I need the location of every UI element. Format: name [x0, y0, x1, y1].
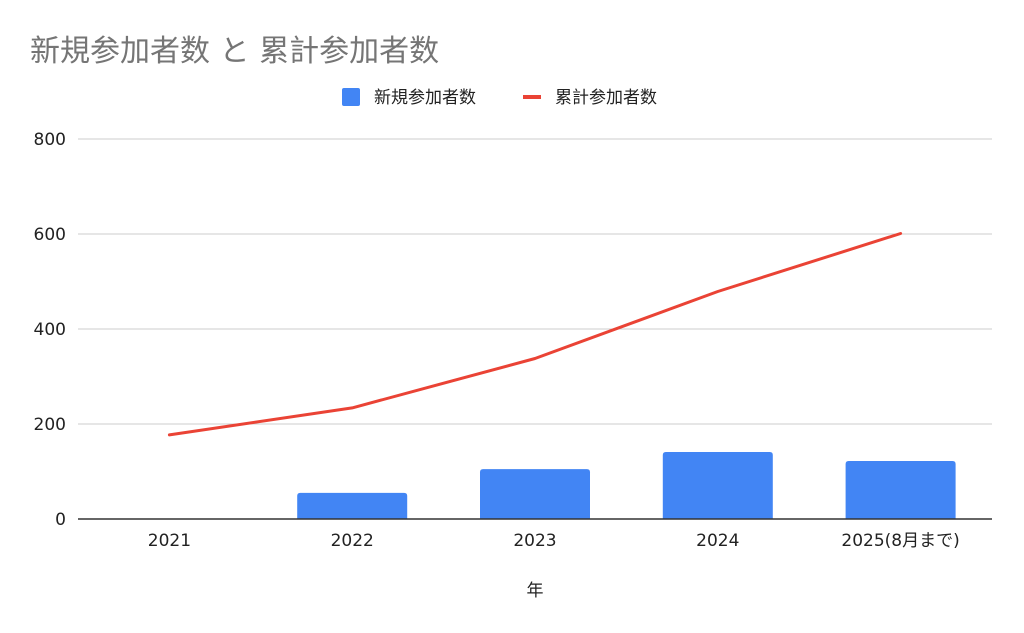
x-tick-label: 2025(8月まで) [841, 531, 959, 551]
y-tick-label: 800 [34, 130, 66, 150]
legend-label-line: 累計参加者数 [555, 88, 657, 108]
x-tick-label: 2022 [331, 531, 374, 551]
bar-series [297, 452, 956, 519]
y-tick-label: 400 [34, 320, 66, 340]
bar-2023 [480, 469, 590, 519]
bar-2024 [662, 452, 773, 519]
x-tick-label: 2023 [513, 531, 556, 551]
y-axis-ticks: 0 200 400 600 800 [34, 130, 66, 530]
line-累計参加者数 [167, 232, 903, 437]
x-axis-ticks: 2021 2022 2023 2024 2025(8月まで) [148, 531, 960, 551]
legend-swatch-bar [342, 88, 360, 106]
legend: 新規参加者数 累計参加者数 [342, 88, 657, 108]
gridlines [78, 138, 992, 425]
legend-label-bar: 新規参加者数 [374, 88, 476, 108]
legend-swatch-line [523, 95, 541, 99]
bar-2022 [297, 492, 408, 519]
bar-2025(8月まで) [845, 461, 956, 519]
y-tick-label: 600 [34, 225, 66, 245]
x-tick-label: 2021 [148, 531, 191, 551]
y-tick-label: 0 [55, 510, 66, 530]
line-series [167, 232, 903, 437]
x-tick-label: 2024 [696, 531, 739, 551]
y-tick-label: 200 [34, 415, 66, 435]
chart-title: 新規参加者数 と 累計参加者数 [30, 34, 440, 69]
x-axis-title: 年 [527, 581, 544, 601]
